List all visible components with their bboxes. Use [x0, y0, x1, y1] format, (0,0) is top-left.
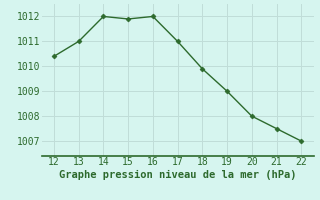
- X-axis label: Graphe pression niveau de la mer (hPa): Graphe pression niveau de la mer (hPa): [59, 170, 296, 180]
